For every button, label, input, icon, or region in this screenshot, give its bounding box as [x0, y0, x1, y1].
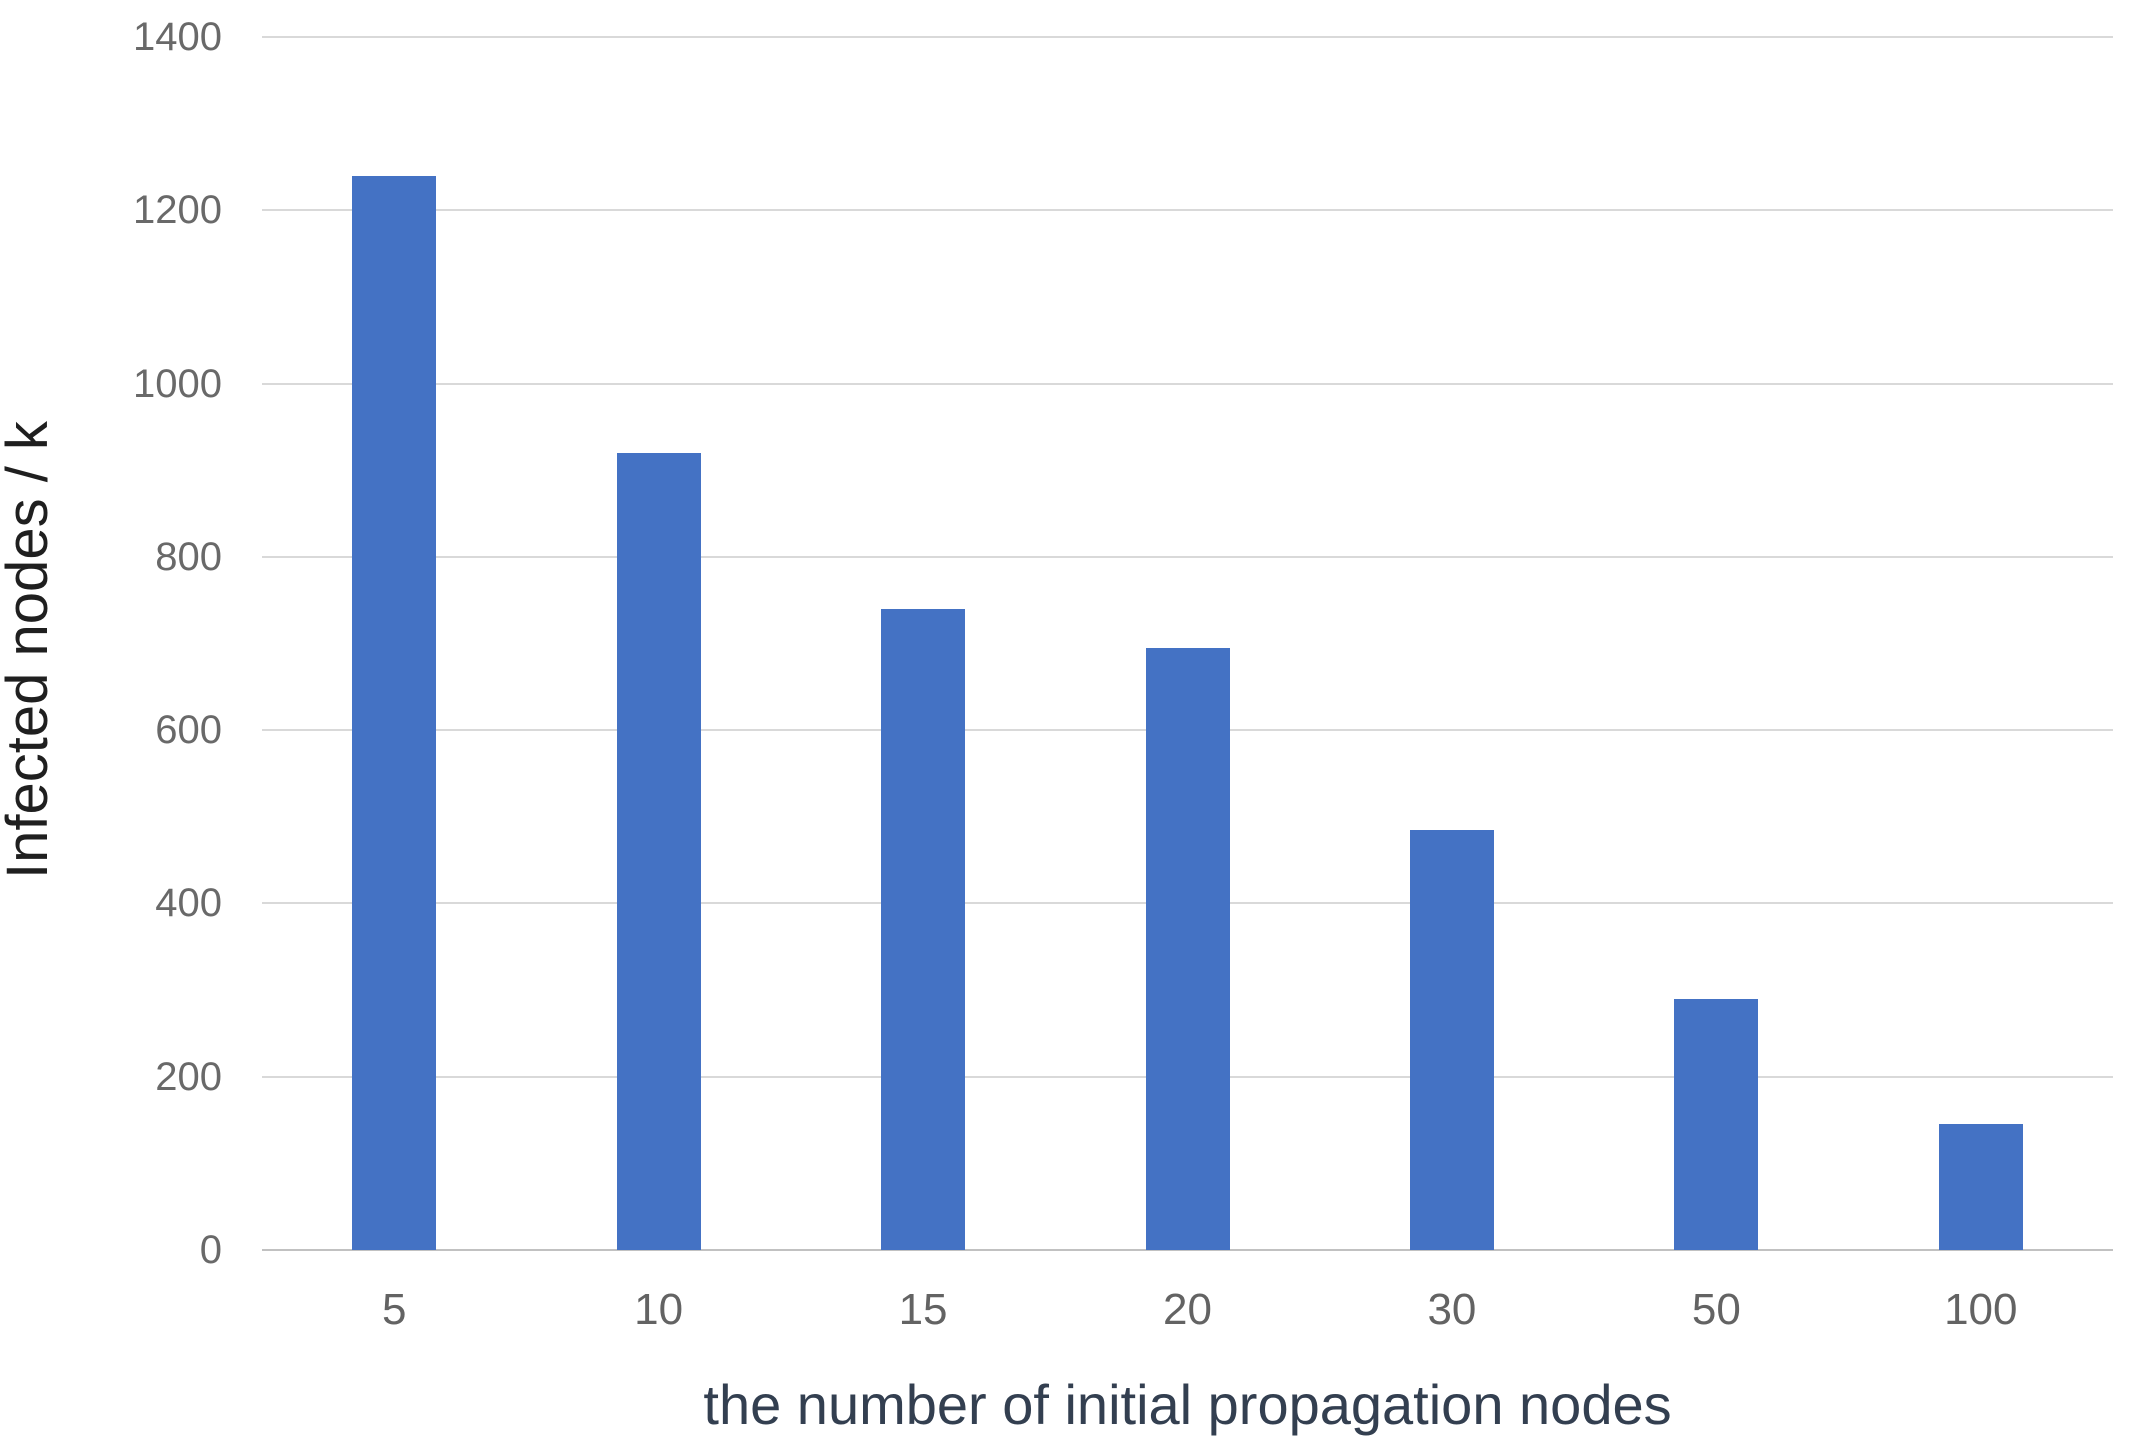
x-tick-label: 30	[1427, 1285, 1477, 1334]
x-axis-title: the number of initial propagation nodes	[703, 1373, 1672, 1436]
y-tick-label: 200	[155, 1054, 222, 1099]
x-tick-label: 15	[898, 1285, 948, 1334]
x-tick-label: 50	[1691, 1285, 1741, 1334]
gridline	[262, 36, 2113, 38]
bar-20	[1145, 647, 1230, 1250]
gridline	[262, 382, 2113, 385]
gridline	[262, 209, 2113, 212]
bar-5	[352, 175, 437, 1250]
y-tick-label: 600	[155, 708, 222, 753]
y-tick-label: 800	[155, 534, 222, 579]
y-tick-label: 400	[155, 881, 222, 926]
bar-100	[1938, 1124, 2023, 1250]
bar-15	[881, 608, 966, 1250]
bar-50	[1674, 998, 1759, 1250]
y-tick-label: 1000	[133, 361, 222, 406]
x-axis-line	[262, 1249, 2113, 1251]
y-tick-label: 1400	[133, 15, 222, 59]
x-tick-label: 5	[381, 1285, 407, 1334]
bar-10	[616, 452, 701, 1250]
y-tick-label: 0	[199, 1228, 222, 1272]
x-tick-label: 10	[634, 1285, 684, 1334]
gridline	[262, 555, 2113, 558]
y-tick-label: 1200	[133, 188, 222, 233]
x-tick-label: 100	[1944, 1285, 2018, 1334]
bar-30	[1409, 829, 1494, 1250]
x-tick-label: 20	[1163, 1285, 1212, 1334]
